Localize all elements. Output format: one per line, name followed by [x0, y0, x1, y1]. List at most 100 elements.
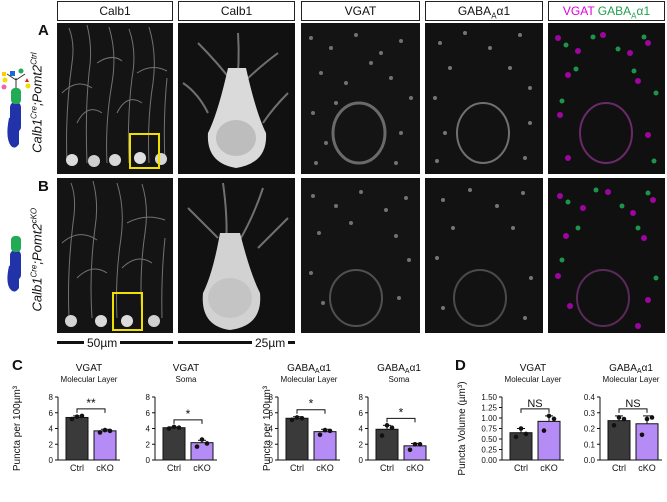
y-tick-label: 8	[359, 393, 364, 402]
micrograph-b-gabaa	[425, 178, 543, 333]
significance-bracket	[520, 408, 550, 413]
y-tick-label: 1.50	[481, 393, 497, 402]
data-point	[541, 428, 547, 433]
y-tick-label: 2	[359, 440, 364, 449]
y-tick-label: 0.0	[584, 456, 596, 465]
data-point	[79, 413, 85, 419]
data-point	[649, 415, 655, 420]
data-point	[412, 441, 418, 447]
gabaa-suffix: α1	[496, 4, 511, 18]
y-tick-label: 0.1	[584, 440, 596, 449]
glycosylated-protein-icon	[1, 68, 31, 148]
significance-label: *	[186, 407, 191, 421]
micrograph-b-vgat	[301, 178, 420, 333]
y-tick-label: 0.4	[584, 393, 596, 402]
chart-title-line2: Soma	[389, 375, 410, 384]
micrograph-b-merge	[548, 178, 665, 333]
y-tick-label: 2	[269, 440, 274, 449]
micrograph-a-gabaa	[425, 23, 543, 174]
y-axis-label: Puncta Volume (µm³)	[457, 381, 468, 475]
chart-title-line2: Molecular Layer	[281, 375, 338, 384]
data-point	[616, 415, 622, 420]
data-point	[199, 437, 205, 442]
micrograph-b-calb1-overview	[57, 178, 173, 333]
significance-bracket	[173, 419, 203, 424]
data-point	[523, 431, 529, 437]
data-point	[69, 416, 75, 422]
significance-label: NS	[527, 398, 542, 410]
data-point	[166, 426, 172, 431]
y-tick-label: 6	[359, 409, 364, 418]
y-tick-label: 0	[269, 456, 274, 465]
zoom-box-b	[112, 292, 143, 331]
y-axis-label: Puncta per 100µm³	[262, 385, 273, 471]
unglycosylated-protein-icon	[7, 236, 21, 292]
y-tick-label: 0	[146, 456, 151, 465]
x-tick-label: Ctrl	[380, 463, 394, 473]
data-point	[204, 441, 210, 446]
x-tick-label: Ctrl	[167, 463, 181, 473]
data-point	[417, 441, 423, 447]
significance-label: **	[86, 396, 96, 410]
chart-title-line2: Molecular Layer	[61, 375, 118, 384]
data-point	[74, 414, 80, 419]
y-tick-label: 1.00	[481, 414, 497, 423]
x-tick-label: cKO	[316, 463, 334, 473]
data-point	[407, 447, 413, 453]
y-tick-label: 8	[269, 393, 274, 402]
y-tick-label: 2	[49, 440, 54, 449]
y-axis-label: Puncta per 100µm³	[12, 385, 23, 471]
y-tick-label: 8	[49, 393, 54, 402]
significance-bracket	[386, 417, 416, 423]
y-tick-label: 6	[146, 409, 151, 418]
data-point	[379, 433, 385, 438]
x-tick-label: Ctrl	[70, 463, 84, 473]
significance-label: *	[399, 405, 404, 419]
chart-title-line1: GABAAα1	[609, 363, 653, 375]
x-tick-label: cKO	[406, 463, 424, 473]
chart-title-line2: Molecular Layer	[603, 375, 660, 384]
column-header-vgat: VGAT	[301, 1, 420, 21]
data-point	[171, 424, 177, 430]
data-point	[644, 416, 650, 422]
column-header-merge: VGAT GABAAα1	[548, 1, 665, 21]
y-tick-label: 0	[49, 456, 54, 465]
merge-gaba-label: GABAAα1	[597, 4, 651, 21]
data-point	[107, 428, 113, 434]
panel-letter-a: A	[38, 22, 49, 39]
significance-bracket	[296, 409, 326, 414]
data-point	[299, 415, 305, 421]
gabaa-sub: A	[491, 11, 497, 21]
data-point	[327, 428, 333, 434]
x-tick-label: Ctrl	[290, 463, 304, 473]
micrograph-a-calb1-overview	[57, 23, 173, 174]
chart-title-line2: Soma	[176, 375, 197, 384]
y-tick-label: 4	[359, 425, 364, 434]
data-point	[176, 425, 182, 431]
bar-ctrl	[65, 416, 89, 461]
bar-cko	[93, 430, 117, 461]
scalebar-right	[178, 341, 295, 344]
data-point	[518, 426, 524, 431]
data-point	[621, 416, 627, 422]
bar-cko	[635, 423, 659, 461]
zoom-box-a	[129, 133, 160, 169]
x-tick-label: cKO	[193, 463, 211, 473]
micrograph-a-vgat	[301, 23, 420, 174]
chart-title-line1: VGAT	[173, 363, 199, 374]
data-point	[639, 432, 645, 438]
significance-bracket	[618, 408, 648, 413]
data-point	[317, 432, 323, 438]
x-tick-label: cKO	[638, 463, 656, 473]
micrograph-a-merge	[548, 23, 665, 174]
y-tick-label: 0	[359, 456, 364, 465]
bar-cko	[403, 445, 427, 461]
micrograph-b-calb1-zoom	[178, 178, 295, 333]
bar-ctrl	[162, 427, 186, 461]
panel-letter-b: B	[38, 178, 49, 195]
y-tick-label: 0.2	[584, 425, 596, 434]
panel-letter-d: D	[455, 357, 466, 374]
panel-letter-c: C	[12, 357, 23, 374]
data-point	[194, 444, 200, 449]
